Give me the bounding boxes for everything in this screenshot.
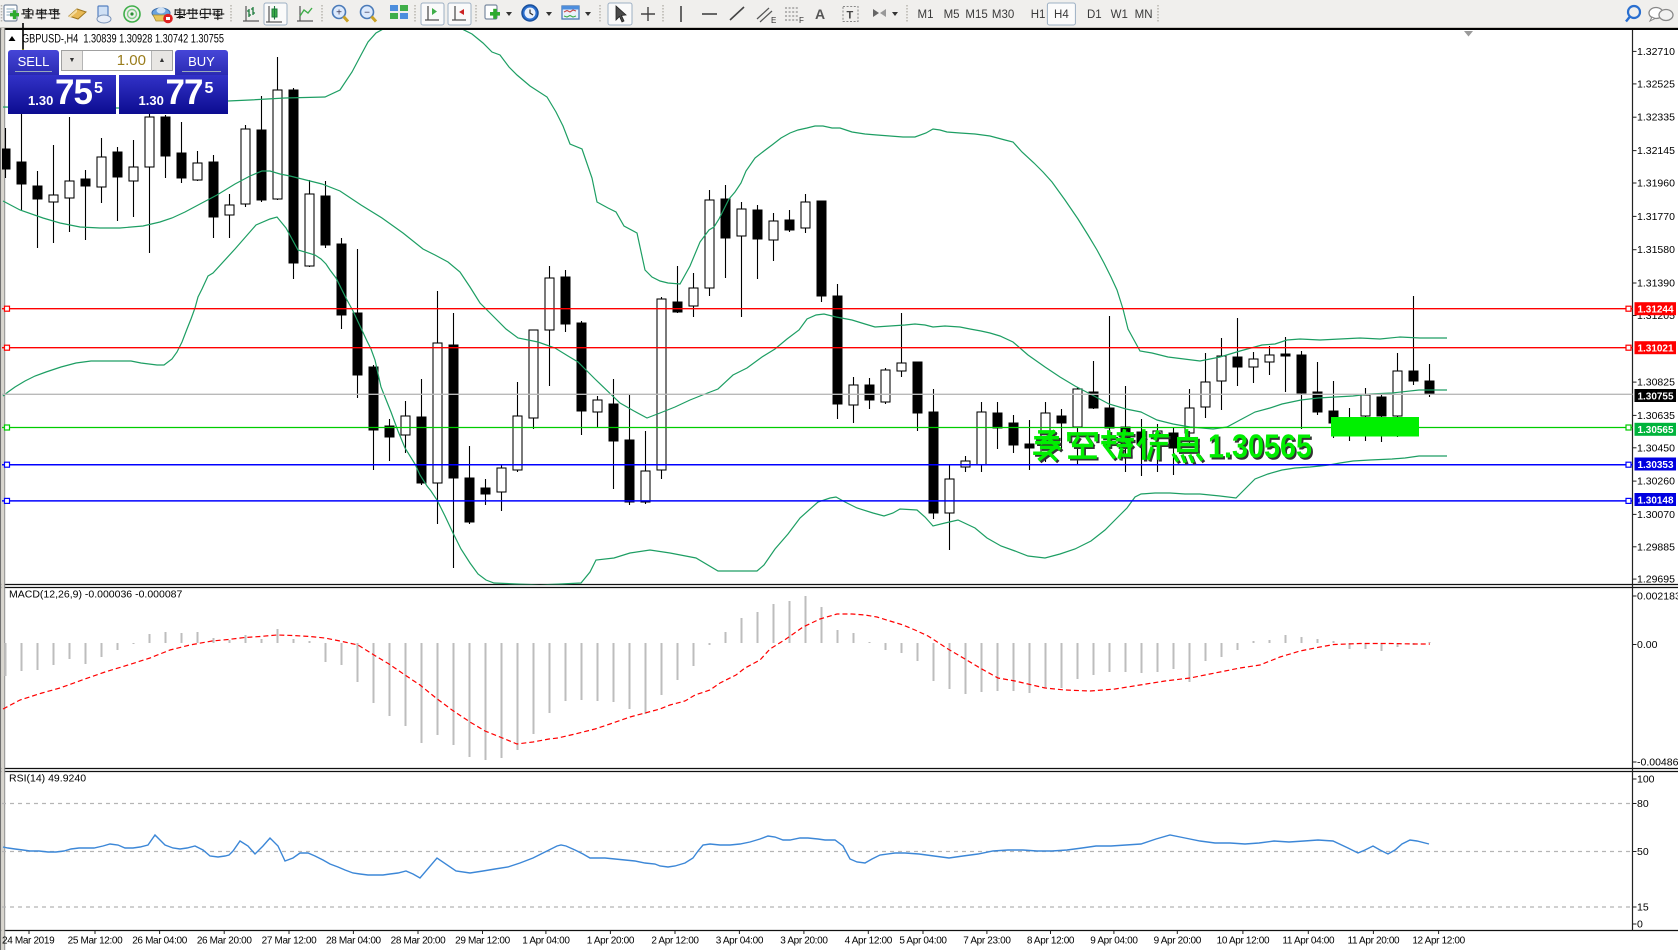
svg-text:MACD(12,26,9) -0.000036 -0.000: MACD(12,26,9) -0.000036 -0.000087 (9, 589, 183, 601)
svg-text:1.30755: 1.30755 (1638, 390, 1674, 402)
svg-text:50: 50 (1637, 846, 1649, 858)
svg-text:29 Mar 12:00: 29 Mar 12:00 (455, 936, 511, 947)
svg-text:H1: H1 (1031, 9, 1046, 21)
svg-text:27 Mar 12:00: 27 Mar 12:00 (262, 936, 318, 947)
svg-text:+: + (336, 8, 342, 19)
svg-text:-0.004861: -0.004861 (1637, 757, 1678, 769)
svg-text:3 Apr 04:00: 3 Apr 04:00 (716, 936, 764, 947)
svg-text:M15: M15 (965, 9, 987, 21)
svg-text:A: A (815, 6, 825, 22)
svg-text:11 Apr 04:00: 11 Apr 04:00 (1282, 936, 1335, 947)
svg-text:11 Apr 20:00: 11 Apr 20:00 (1348, 936, 1401, 947)
svg-text:RSI(14) 49.9240: RSI(14) 49.9240 (9, 773, 86, 785)
svg-text:25 Mar 12:00: 25 Mar 12:00 (68, 936, 124, 947)
svg-text:9 Apr 04:00: 9 Apr 04:00 (1090, 936, 1138, 947)
svg-text:1.32145: 1.32145 (1637, 145, 1675, 157)
svg-text:W1: W1 (1111, 9, 1128, 21)
svg-text:M30: M30 (992, 9, 1014, 21)
svg-text:M5: M5 (944, 9, 960, 21)
svg-text:1.30450: 1.30450 (1637, 442, 1675, 454)
svg-text:1.30148: 1.30148 (1638, 494, 1674, 506)
svg-text:28 Mar 04:00: 28 Mar 04:00 (326, 936, 382, 947)
svg-text:3 Apr 20:00: 3 Apr 20:00 (780, 936, 828, 947)
svg-text:7 Apr 23:00: 7 Apr 23:00 (963, 936, 1011, 947)
svg-text:1.30565: 1.30565 (1210, 429, 1314, 466)
svg-text:2 Apr 12:00: 2 Apr 12:00 (651, 936, 699, 947)
svg-text:D1: D1 (1087, 9, 1102, 21)
svg-text:1 Apr 20:00: 1 Apr 20:00 (587, 936, 635, 947)
svg-text:1.30635: 1.30635 (1637, 410, 1675, 422)
svg-text:MN: MN (1135, 9, 1153, 21)
svg-text:T: T (847, 10, 854, 22)
svg-text:1.31390: 1.31390 (1637, 278, 1675, 290)
svg-text:26 Mar 04:00: 26 Mar 04:00 (132, 936, 188, 947)
svg-text:26 Mar 20:00: 26 Mar 20:00 (197, 936, 253, 947)
svg-text:4 Apr 12:00: 4 Apr 12:00 (845, 936, 893, 947)
svg-text:1.31580: 1.31580 (1637, 244, 1675, 256)
svg-text:24 Mar 2019: 24 Mar 2019 (2, 936, 55, 947)
svg-text:1.30565: 1.30565 (1638, 424, 1674, 436)
svg-text:5 Apr 04:00: 5 Apr 04:00 (899, 936, 947, 947)
svg-text:1.29885: 1.29885 (1637, 541, 1675, 553)
svg-text:1.32710: 1.32710 (1637, 46, 1675, 58)
svg-text:−: − (364, 8, 370, 19)
svg-text:1.30825: 1.30825 (1637, 377, 1675, 389)
svg-text:H4: H4 (1054, 9, 1069, 21)
svg-text:0: 0 (1637, 919, 1643, 931)
svg-text:1.32525: 1.32525 (1637, 78, 1675, 90)
svg-text:1 Apr 04:00: 1 Apr 04:00 (522, 936, 570, 947)
svg-text:1.30353: 1.30353 (1638, 459, 1674, 471)
svg-text:1.31021: 1.31021 (1638, 343, 1674, 355)
svg-text:100: 100 (1637, 774, 1655, 786)
svg-text:1.30070: 1.30070 (1637, 509, 1675, 521)
svg-text:15: 15 (1637, 902, 1649, 914)
svg-text:0.00: 0.00 (1637, 639, 1658, 651)
svg-text:E: E (771, 16, 776, 25)
svg-text:1.32335: 1.32335 (1637, 112, 1675, 124)
svg-text:1.29695: 1.29695 (1637, 574, 1675, 586)
svg-text:M1: M1 (918, 9, 934, 21)
svg-text:12 Apr 12:00: 12 Apr 12:00 (1412, 936, 1465, 947)
svg-text:8 Apr 12:00: 8 Apr 12:00 (1027, 936, 1075, 947)
svg-text:1.31960: 1.31960 (1637, 178, 1675, 190)
svg-text:28 Mar 20:00: 28 Mar 20:00 (391, 936, 447, 947)
svg-text:10 Apr 12:00: 10 Apr 12:00 (1217, 936, 1270, 947)
svg-text:0.002183: 0.002183 (1637, 591, 1678, 603)
svg-text:1.31770: 1.31770 (1637, 211, 1675, 223)
svg-text:1.30260: 1.30260 (1637, 476, 1675, 488)
svg-text:1.31244: 1.31244 (1638, 304, 1674, 316)
svg-text:GBPUSD-,H4 1.30839 1.30928 1.: GBPUSD-,H4 1.30839 1.30928 1.30742 1.307… (22, 34, 224, 46)
svg-text:9 Apr 20:00: 9 Apr 20:00 (1154, 936, 1202, 947)
svg-text:F: F (799, 16, 804, 25)
svg-text:80: 80 (1637, 798, 1649, 810)
svg-text:1.30565: 1.30565 (1208, 428, 1312, 465)
